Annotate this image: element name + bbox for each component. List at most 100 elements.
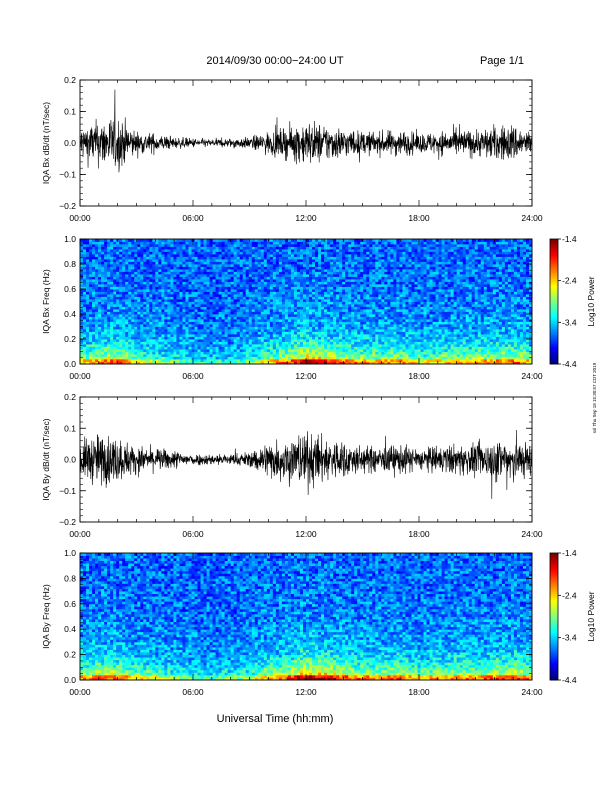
heatmap-cell [266, 359, 271, 362]
heatmap-cell [302, 264, 307, 267]
heatmap-cell [239, 269, 244, 272]
heatmap-cell [131, 341, 135, 345]
heatmap-cell [290, 251, 295, 255]
heatmap-cell [306, 331, 310, 335]
heatmap-cell [164, 351, 168, 355]
heatmap-cell [248, 266, 253, 270]
heatmap-cell [248, 251, 253, 255]
heatmap-cell [299, 261, 304, 265]
heatmap-cell [245, 276, 250, 280]
heatmap-cell [191, 349, 195, 352]
heatmap-cell [357, 284, 361, 287]
heatmap-cell [348, 261, 352, 265]
heatmap-cell [188, 244, 192, 247]
heatmap-cell [182, 321, 186, 325]
heatmap-cell [86, 259, 90, 262]
heatmap-cell [119, 239, 123, 242]
heatmap-cell [369, 266, 373, 270]
heatmap-cell [200, 281, 204, 285]
heatmap-cell [299, 334, 304, 337]
heatmap-cell [104, 259, 108, 262]
heatmap-cell [98, 264, 102, 267]
heatmap-cell [324, 344, 328, 347]
heatmap-cell [230, 309, 235, 312]
heatmap-cell [306, 241, 310, 245]
heatmap-cell [80, 271, 84, 275]
heatmap-cell [128, 356, 132, 360]
heatmap-cell [173, 271, 177, 275]
heatmap-cell [167, 289, 171, 292]
heatmap-cell [263, 316, 268, 320]
heatmap-cell [257, 309, 262, 312]
heatmap-cell [321, 304, 325, 307]
heatmap-cell [351, 254, 355, 257]
heatmap-cell [92, 279, 96, 282]
heatmap-cell [348, 294, 352, 297]
heatmap-cell [330, 249, 334, 252]
heatmap-cell [212, 266, 216, 270]
heatmap-cell [131, 269, 135, 272]
heatmap-cell [296, 249, 301, 252]
heatmap-cells [80, 239, 533, 365]
heatmap-cell [233, 239, 238, 242]
heatmap-cell [242, 334, 247, 337]
heatmap-cell [263, 274, 268, 277]
heatmap-cell [149, 284, 153, 287]
heatmap-cell [137, 251, 141, 255]
heatmap-cell [92, 361, 96, 365]
heatmap-cell [128, 351, 132, 355]
heatmap-cell [230, 271, 235, 275]
heatmap-cell [176, 306, 180, 310]
heatmap-cell [101, 304, 105, 307]
heatmap-cell [140, 279, 144, 282]
heatmap-cell [360, 354, 364, 357]
heatmap-cell [233, 261, 238, 265]
heatmap-cell [284, 259, 289, 262]
heatmap-cell [278, 351, 283, 355]
heatmap-cell [197, 301, 201, 305]
heatmap-cell [152, 304, 156, 307]
heatmap-cell [104, 321, 108, 325]
heatmap-cell [221, 331, 226, 335]
heatmap-cell [227, 239, 232, 242]
heatmap-cell [315, 344, 319, 347]
heatmap-cell [309, 294, 313, 297]
heatmap-cell [315, 349, 319, 352]
heatmap-cell [327, 354, 331, 357]
heatmap-cell [227, 336, 232, 340]
heatmap-cell [203, 329, 207, 332]
heatmap-cell [92, 259, 96, 262]
heatmap-cell [309, 261, 313, 265]
heatmap-cell [206, 354, 210, 357]
heatmap-cell [161, 354, 165, 357]
heatmap-cell [83, 286, 87, 290]
heatmap-cell [164, 279, 168, 282]
heatmap-cell [131, 351, 135, 355]
heatmap-cell [218, 341, 223, 345]
heatmap-cell [119, 301, 123, 305]
heatmap-cell [281, 324, 286, 327]
heatmap-cell [113, 339, 117, 342]
heatmap-cell [224, 351, 229, 355]
heatmap-cell [278, 269, 283, 272]
heatmap-cell [242, 286, 247, 290]
heatmap-cell [248, 254, 253, 257]
heatmap-cell [185, 339, 189, 342]
heatmap-cell [152, 244, 156, 247]
heatmap-cell [342, 344, 346, 347]
heatmap-cell [152, 351, 156, 355]
heatmap-cell [230, 334, 235, 337]
heatmap-cell [336, 264, 340, 267]
heatmap-cell [348, 271, 352, 275]
heatmap-cell [248, 279, 253, 282]
heatmap-cell [95, 329, 99, 332]
heatmap-cell [191, 286, 195, 290]
heatmap-cell [188, 324, 192, 327]
heatmap-cell [309, 339, 313, 342]
heatmap-cell [302, 356, 307, 360]
heatmap-cell [173, 359, 177, 362]
heatmap-cell [191, 254, 195, 257]
heatmap-cell [324, 244, 328, 247]
heatmap-cell [122, 251, 126, 255]
heatmap-cell [336, 296, 340, 300]
